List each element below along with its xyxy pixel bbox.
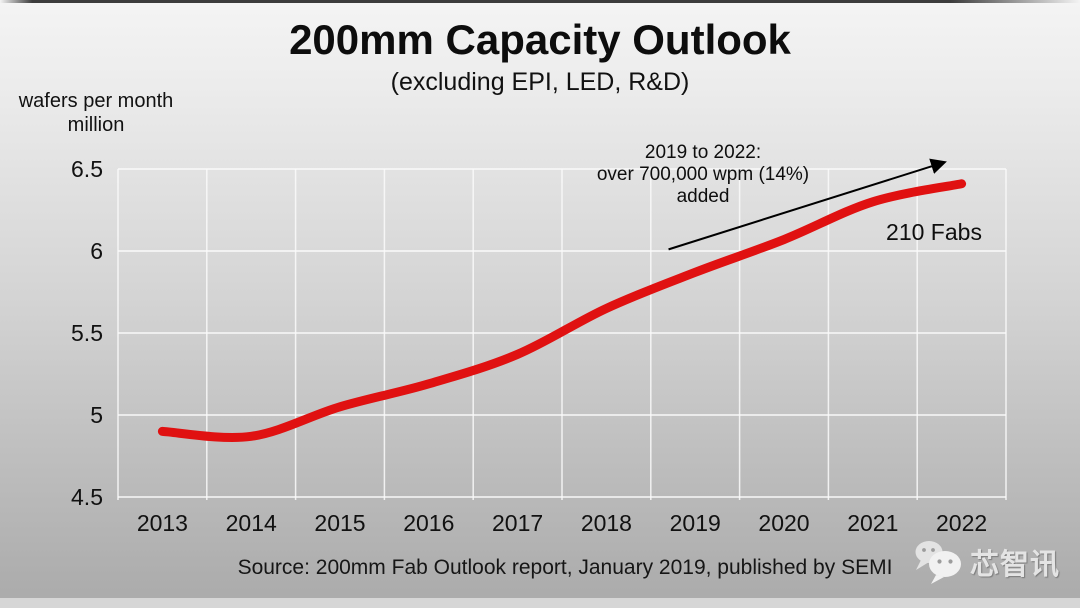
chart-title: 200mm Capacity Outlook xyxy=(289,16,791,63)
growth-arrow xyxy=(668,158,947,251)
top-border xyxy=(0,0,1080,3)
x-tick-label: 2017 xyxy=(492,510,543,536)
capacity-line xyxy=(157,179,967,442)
x-tick-label: 2019 xyxy=(670,510,721,536)
fabs-count-label: 210 Fabs xyxy=(886,219,982,245)
x-tick-label: 2015 xyxy=(314,510,365,536)
y-tick-label: 5.5 xyxy=(71,320,103,346)
y-axis-unit-line2: million xyxy=(67,114,125,136)
y-tick-label: 6.5 xyxy=(71,156,103,182)
growth-annotation-line2: over 700,000 wpm (14%) xyxy=(596,164,810,185)
x-tick-label: 2022 xyxy=(936,510,987,536)
x-tick-label: 2021 xyxy=(847,510,898,536)
y-tick-label: 5 xyxy=(90,402,103,428)
x-tick-label: 2014 xyxy=(226,510,277,536)
x-tick-label: 2013 xyxy=(137,510,188,536)
y-tick-label: 4.5 xyxy=(71,484,103,510)
growth-annotation-line1: 2019 to 2022: xyxy=(644,142,762,163)
watermark-text: 芯智讯 xyxy=(970,549,1061,581)
growth-annotation-line3: added xyxy=(676,186,730,207)
x-tick-label: 2016 xyxy=(403,510,454,536)
chart-subtitle: (excluding EPI, LED, R&D) xyxy=(390,68,690,96)
wechat-icon xyxy=(915,541,961,584)
y-axis-unit-label: wafers per month million xyxy=(10,89,182,137)
bottom-strip xyxy=(0,598,1080,608)
y-axis-unit-line1: wafers per month xyxy=(18,90,174,112)
y-tick-label: 6 xyxy=(90,238,103,264)
x-tick-label: 2018 xyxy=(581,510,632,536)
growth-annotation: 2019 to 2022: over 700,000 wpm (14%) add… xyxy=(558,142,848,208)
source-text: Source: 200mm Fab Outlook report, Januar… xyxy=(237,556,893,579)
watermark: 芯智讯 xyxy=(912,539,1060,585)
x-tick-label: 2020 xyxy=(758,510,809,536)
